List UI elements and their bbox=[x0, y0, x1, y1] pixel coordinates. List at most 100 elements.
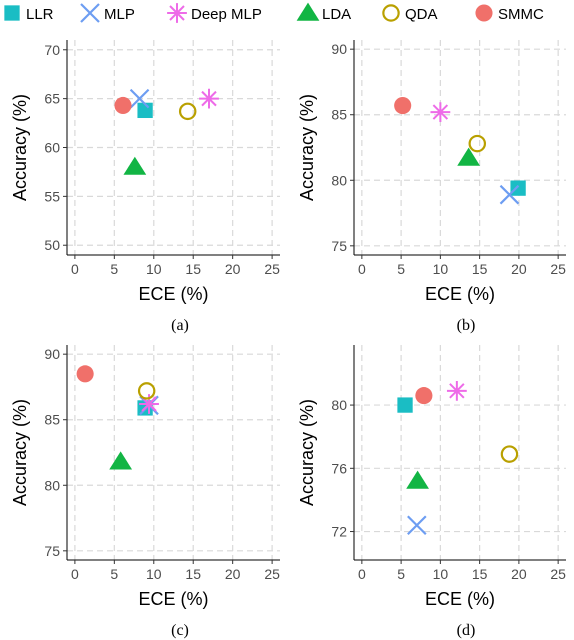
point-qda bbox=[178, 102, 197, 121]
panel-c-grid bbox=[67, 345, 280, 560]
y-tick-label: 75 bbox=[331, 238, 347, 254]
legend-marker-lda bbox=[296, 2, 320, 21]
x-tick-label: 0 bbox=[71, 261, 79, 277]
y-tick-label: 90 bbox=[331, 41, 347, 57]
panel-a: 0 5 10 15 20 25 50 55 60 65 70 ECE (%) Accuracy (%) (… bbox=[10, 40, 280, 334]
y-tick-label: 50 bbox=[44, 237, 60, 253]
x-tick-label: 20 bbox=[511, 566, 527, 582]
point-qda bbox=[137, 382, 156, 400]
panel-b: 0 5 10 15 20 25 75 80 85 90 ECE (%) Accuracy (%) (b) bbox=[297, 40, 566, 334]
panel-caption: (b) bbox=[457, 317, 476, 334]
point-mlp bbox=[499, 184, 520, 205]
x-tick-label: 10 bbox=[146, 566, 162, 582]
y-tick-label: 65 bbox=[44, 91, 60, 107]
panel-c: 0 5 10 15 20 25 75 80 85 90 ECE (%) Accuracy (%) (c) bbox=[10, 345, 280, 639]
x-tick-label: 10 bbox=[146, 261, 162, 277]
point-lda bbox=[406, 470, 429, 489]
x-tick-label: 25 bbox=[550, 261, 566, 277]
panel-caption: (c) bbox=[171, 622, 189, 639]
x-tick-label: 10 bbox=[433, 261, 449, 277]
y-tick-label: 60 bbox=[44, 140, 60, 156]
legend-marker-deep-mlp bbox=[167, 3, 187, 23]
x-axis-title: ECE (%) bbox=[138, 589, 208, 609]
point-smmc bbox=[394, 96, 412, 115]
panel-caption: (a) bbox=[171, 317, 189, 334]
point-deep-mlp bbox=[139, 394, 159, 414]
x-tick-label: 20 bbox=[225, 566, 241, 582]
y-tick-label: 80 bbox=[331, 397, 347, 413]
y-tick-label: 80 bbox=[331, 172, 347, 188]
x-axis-title: ECE (%) bbox=[138, 284, 208, 304]
legend-marker-qda bbox=[382, 4, 400, 22]
legend-item-deep-mlp: Deep MLP bbox=[167, 3, 262, 23]
point-smmc bbox=[76, 365, 94, 383]
legend-item-lda: LDA bbox=[296, 2, 351, 23]
x-tick-label: 25 bbox=[550, 566, 566, 582]
x-tick-label: 5 bbox=[110, 261, 118, 277]
panel-caption: (d) bbox=[457, 622, 476, 639]
legend-label-llr: LLR bbox=[26, 6, 54, 23]
legend-marker-mlp bbox=[80, 3, 100, 23]
legend: LLR MLP Deep MLP LDA QDA SMMC bbox=[4, 2, 544, 23]
x-tick-label: 15 bbox=[185, 566, 201, 582]
point-llr bbox=[397, 397, 413, 413]
point-qda bbox=[500, 445, 519, 463]
x-tick-label: 15 bbox=[185, 261, 201, 277]
x-tick-label: 15 bbox=[472, 261, 488, 277]
y-tick-label: 72 bbox=[331, 524, 347, 540]
legend-item-smmc: SMMC bbox=[475, 4, 544, 23]
y-tick-label: 80 bbox=[44, 477, 60, 493]
legend-item-mlp: MLP bbox=[80, 3, 135, 23]
y-tick-label: 85 bbox=[44, 412, 60, 428]
point-deep-mlp bbox=[430, 102, 451, 123]
y-tick-label: 55 bbox=[44, 188, 60, 204]
x-tick-label: 0 bbox=[358, 566, 366, 582]
point-smmc bbox=[415, 387, 433, 405]
x-tick-label: 20 bbox=[511, 261, 527, 277]
legend-label-mlp: MLP bbox=[104, 6, 135, 23]
legend-marker-llr bbox=[4, 5, 20, 21]
point-deep-mlp bbox=[446, 380, 467, 401]
x-tick-label: 25 bbox=[264, 566, 280, 582]
panel-d: 0 5 10 15 20 25 72 76 80 ECE (%) Accuracy (%) (d) bbox=[297, 345, 566, 639]
point-deep-mlp bbox=[199, 88, 219, 109]
legend-label-qda: QDA bbox=[405, 6, 438, 23]
legend-label-smmc: SMMC bbox=[498, 6, 544, 23]
point-smmc bbox=[114, 96, 132, 115]
panel-b-grid bbox=[354, 40, 566, 255]
y-tick-label: 75 bbox=[44, 543, 60, 559]
y-axis-title: Accuracy (%) bbox=[10, 94, 30, 201]
y-tick-label: 90 bbox=[44, 346, 60, 362]
legend-item-qda: QDA bbox=[382, 4, 438, 23]
legend-marker-smmc bbox=[475, 4, 493, 22]
x-tick-label: 0 bbox=[358, 261, 366, 277]
y-tick-label: 76 bbox=[331, 460, 347, 476]
legend-label-lda: LDA bbox=[322, 6, 351, 23]
y-tick-label: 85 bbox=[331, 107, 347, 123]
x-axis-title: ECE (%) bbox=[425, 589, 495, 609]
point-llr bbox=[510, 180, 526, 196]
legend-item-llr: LLR bbox=[4, 5, 54, 23]
point-lda bbox=[123, 156, 147, 175]
x-tick-label: 5 bbox=[110, 566, 118, 582]
x-tick-label: 5 bbox=[397, 566, 405, 582]
point-mlp bbox=[129, 88, 150, 109]
x-tick-label: 0 bbox=[71, 566, 79, 582]
x-tick-label: 15 bbox=[472, 566, 488, 582]
y-tick-label: 70 bbox=[44, 42, 60, 58]
y-axis-title: Accuracy (%) bbox=[297, 94, 317, 201]
x-axis-title: ECE (%) bbox=[425, 284, 495, 304]
point-lda bbox=[109, 451, 133, 470]
point-qda bbox=[468, 134, 487, 153]
point-lda bbox=[457, 147, 481, 166]
y-axis-title: Accuracy (%) bbox=[297, 399, 317, 506]
x-tick-label: 25 bbox=[264, 261, 280, 277]
x-tick-label: 10 bbox=[433, 566, 449, 582]
x-tick-label: 20 bbox=[225, 261, 241, 277]
x-tick-label: 5 bbox=[397, 261, 405, 277]
panel-d-grid bbox=[354, 345, 566, 560]
point-mlp bbox=[407, 515, 427, 535]
panel-a-grid bbox=[67, 40, 280, 255]
